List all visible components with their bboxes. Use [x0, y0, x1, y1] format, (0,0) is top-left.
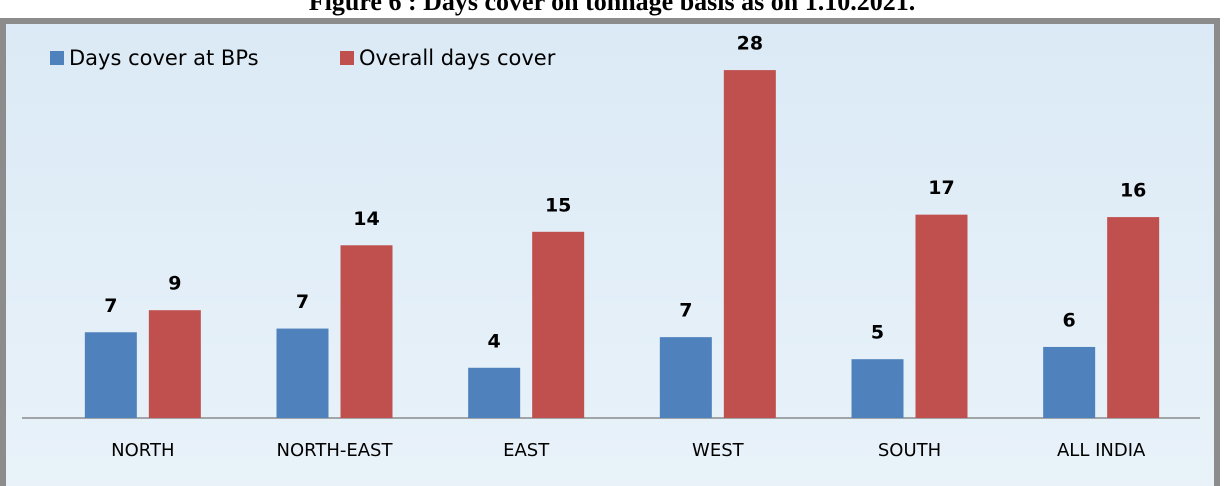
bar	[659, 337, 712, 418]
legend-label: Overall days cover	[359, 46, 556, 70]
chart-title: Figure 6 : Days cover on tonnage basis a…	[309, 0, 915, 16]
data-label: 7	[104, 295, 117, 317]
bar	[1043, 346, 1096, 418]
legend-swatch	[340, 51, 354, 65]
bar	[723, 70, 776, 418]
frame	[0, 18, 1220, 486]
bar	[1107, 217, 1160, 418]
bar	[851, 359, 904, 418]
data-label: 28	[737, 33, 763, 55]
bar	[340, 245, 393, 418]
x-tick-label: SOUTH	[878, 440, 941, 461]
x-tick-label: ALL INDIA	[1057, 440, 1146, 461]
data-label: 4	[488, 330, 501, 352]
legend-label: Days cover at BPs	[69, 46, 259, 70]
data-label: 9	[168, 273, 181, 295]
data-label: 6	[1063, 309, 1076, 331]
bar	[532, 231, 585, 418]
data-label: 17	[928, 177, 954, 199]
data-label: 15	[545, 194, 571, 216]
x-tick-label: NORTH	[111, 440, 174, 461]
x-tick-label: WEST	[692, 440, 745, 461]
x-tick-label: EAST	[503, 440, 550, 461]
data-label: 16	[1120, 180, 1146, 202]
bar	[148, 310, 201, 418]
data-label: 7	[679, 300, 692, 322]
bar	[276, 328, 329, 418]
bar	[915, 214, 968, 418]
bar	[84, 332, 137, 418]
data-label: 14	[353, 208, 379, 230]
data-label: 5	[871, 322, 884, 344]
x-tick-label: NORTH-EAST	[277, 440, 394, 461]
data-label: 7	[296, 291, 309, 313]
legend-swatch	[50, 51, 64, 65]
bar	[468, 367, 521, 418]
